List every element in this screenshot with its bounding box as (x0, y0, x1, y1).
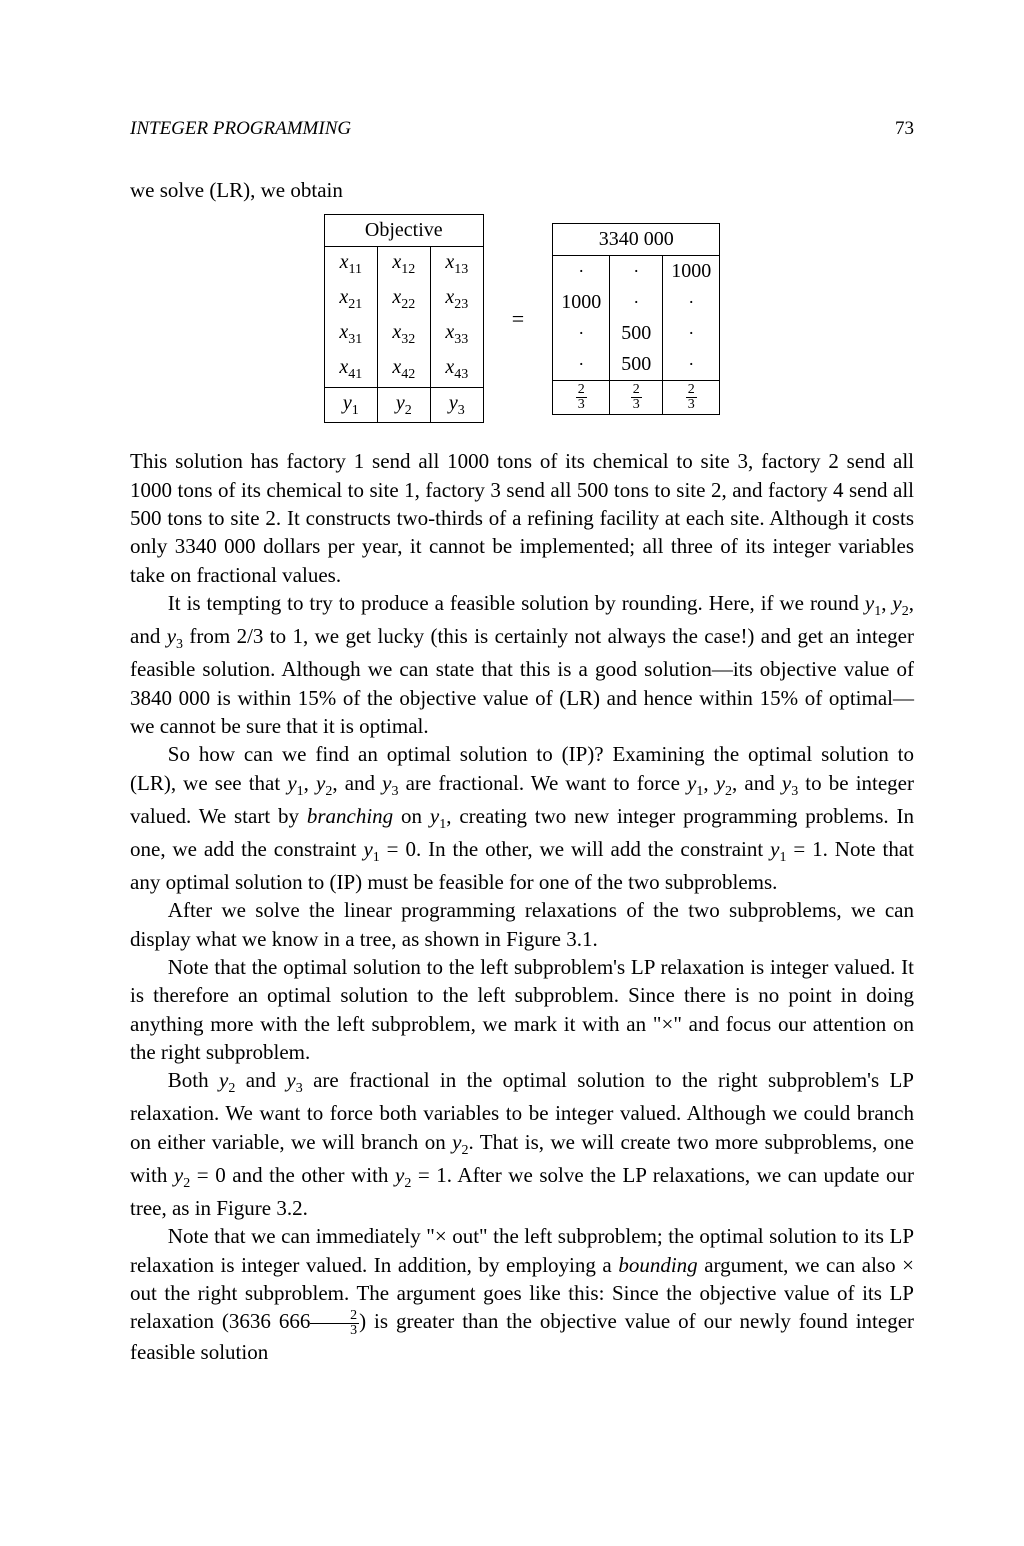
cell: x22 (377, 282, 430, 317)
cell: y2 (377, 387, 430, 423)
paragraph-4: After we solve the linear programming re… (130, 896, 914, 953)
cell: x41 (324, 352, 377, 387)
cell: y3 (430, 387, 483, 423)
cell: 1000 (553, 287, 610, 318)
solution-matrix-equation: Objective x11 x12 x13 x21 x22 x23 x31 x3… (130, 214, 914, 423)
cell: · (610, 255, 663, 287)
cell: · (553, 318, 610, 349)
cell: · (663, 318, 720, 349)
cell: · (663, 287, 720, 318)
value-matrix: 3340 000 · · 1000 1000 · · · 500 · · 500… (552, 223, 720, 415)
paragraph-2: It is tempting to try to produce a feasi… (130, 589, 914, 740)
cell: 500 (610, 349, 663, 381)
cell: x21 (324, 282, 377, 317)
cell: x43 (430, 352, 483, 387)
cell: 23 (610, 380, 663, 414)
paragraph-5: Note that the optimal solution to the le… (130, 953, 914, 1066)
cell: x12 (377, 246, 430, 281)
cell: 23 (553, 380, 610, 414)
page-number: 73 (895, 116, 914, 142)
paragraph-6: Both y2 and y3 are fractional in the opt… (130, 1066, 914, 1222)
running-header: INTEGER PROGRAMMING 73 (130, 116, 914, 142)
cell: x42 (377, 352, 430, 387)
cell: 500 (610, 318, 663, 349)
cell: · (553, 255, 610, 287)
cell: · (553, 349, 610, 381)
equals-sign: = (512, 304, 524, 334)
cell: 23 (663, 380, 720, 414)
cell: · (610, 287, 663, 318)
paragraph-7: Note that we can immediately "× out" the… (130, 1222, 914, 1366)
cell: x32 (377, 317, 430, 352)
cell: · (663, 349, 720, 381)
header-title: INTEGER PROGRAMMING (130, 116, 351, 142)
cell: x33 (430, 317, 483, 352)
intro-line: we solve (LR), we obtain (130, 176, 914, 204)
objective-value-cell: 3340 000 (553, 223, 720, 255)
cell: x13 (430, 246, 483, 281)
paragraph-1: This solution has factory 1 send all 100… (130, 447, 914, 589)
fraction-two-thirds: 23 (310, 1309, 359, 1338)
cell: x23 (430, 282, 483, 317)
variable-matrix: Objective x11 x12 x13 x21 x22 x23 x31 x3… (324, 214, 484, 423)
paragraph-3: So how can we find an optimal solution t… (130, 740, 914, 896)
cell: y1 (324, 387, 377, 423)
page: INTEGER PROGRAMMING 73 we solve (LR), we… (0, 0, 1024, 1546)
cell: x11 (324, 246, 377, 281)
cell: 1000 (663, 255, 720, 287)
cell: x31 (324, 317, 377, 352)
objective-cell: Objective (324, 214, 483, 246)
